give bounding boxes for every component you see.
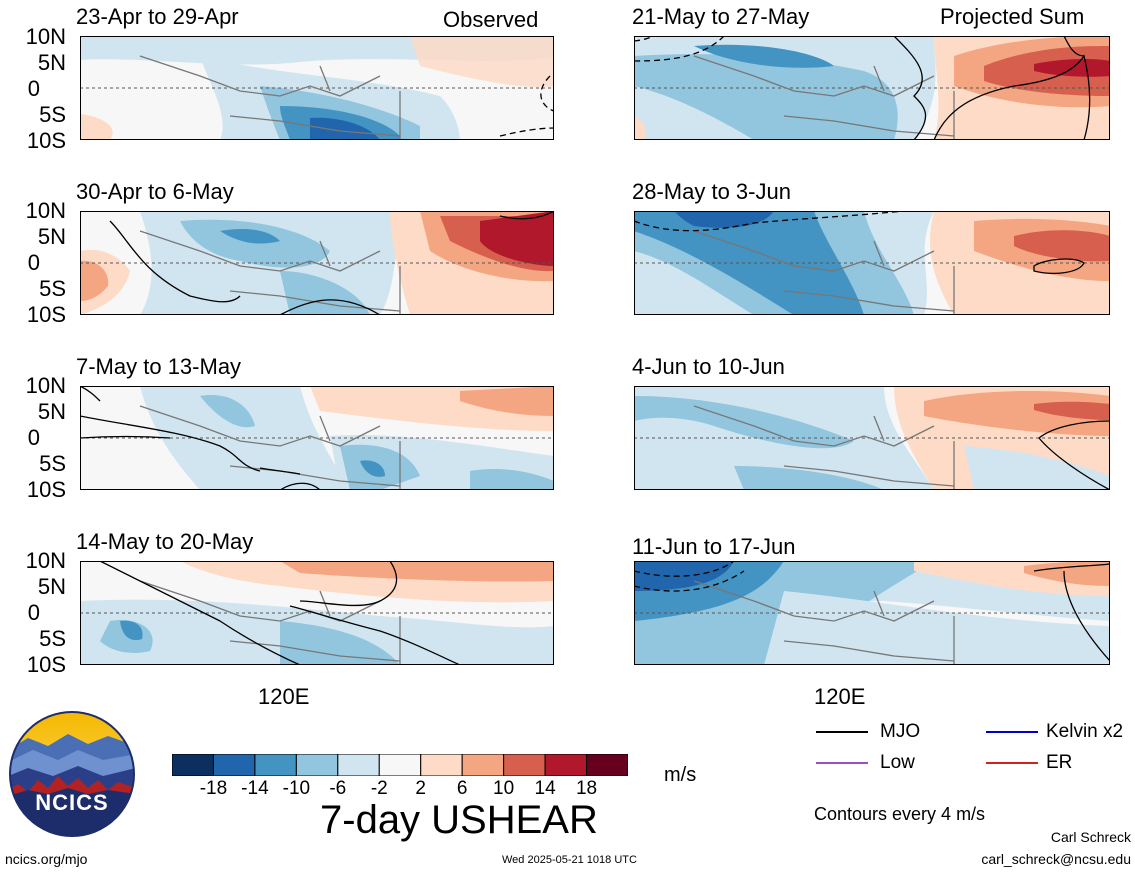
colorbar-swatch: [503, 754, 546, 776]
colorbar-tick: -2: [370, 778, 388, 799]
legend-label: Low: [880, 752, 915, 773]
colorbar-swatch: [254, 754, 297, 776]
map-plot: [80, 211, 554, 315]
y-tick: 5S: [39, 451, 66, 476]
y-tick: 10S: [26, 652, 66, 677]
colorbar-tick: 18: [575, 778, 598, 799]
colorbar-swatch: [586, 754, 628, 776]
panel-title: 7-May to 13-May: [76, 354, 242, 379]
y-tick: 10N: [25, 373, 66, 398]
footer-author: Carl Schreck: [1050, 829, 1131, 845]
legend-line: [986, 731, 1038, 733]
legend-line: [816, 762, 868, 764]
colorbar-tick: 2: [415, 778, 426, 799]
map-plot: [80, 386, 554, 490]
x-tick-left: 120E: [258, 684, 310, 709]
panel-tag: Projected Sum: [940, 4, 1085, 29]
map-plot: [634, 561, 1110, 665]
y-tick: 10S: [26, 302, 66, 327]
logo-text: NCICS: [35, 790, 109, 815]
colorbar-swatch: [420, 754, 463, 776]
legend-line: [816, 731, 868, 733]
panel-title: 28-May to 3-Jun: [632, 179, 791, 204]
y-tick: 10N: [25, 548, 66, 573]
y-tick: 5S: [39, 626, 66, 651]
colorbar-swatch: [544, 754, 588, 776]
x-tick-right: 120E: [814, 684, 866, 709]
y-tick: 10S: [26, 128, 66, 153]
panel-title: 23-Apr to 29-Apr: [76, 4, 239, 29]
y-tick: 0: [27, 250, 40, 275]
footer-timestamp: Wed 2025-05-21 1018 UTC: [502, 854, 637, 866]
panel-tag: Observed: [443, 7, 539, 32]
y-tick: 5N: [37, 224, 66, 249]
logo-icon: [9, 711, 135, 837]
y-tick: 5S: [39, 102, 66, 127]
colorbar-tick: -6: [329, 778, 347, 799]
legend-label: ER: [1046, 752, 1073, 773]
y-tick: 10N: [25, 24, 66, 49]
map-plot: [634, 386, 1110, 490]
map-plot: [634, 211, 1110, 315]
colorbar-swatch: [212, 754, 256, 776]
y-tick: 10N: [25, 198, 66, 223]
panel-title: 14-May to 20-May: [76, 529, 254, 554]
colorbar-swatch: [378, 754, 422, 776]
colorbar-swatch: [461, 754, 505, 776]
panel-title: 11-Jun to 17-Jun: [632, 534, 796, 559]
colorbar-tick: 6: [456, 778, 468, 799]
panel-title: 21-May to 27-May: [632, 4, 810, 29]
y-tick: 0: [27, 76, 40, 101]
map-plot: [80, 36, 554, 140]
colorbar-swatch: [295, 754, 339, 776]
footer-email[interactable]: carl_schreck@ncsu.edu: [981, 851, 1131, 867]
footer-url[interactable]: ncics.org/mjo: [5, 851, 88, 867]
y-tick: 10S: [26, 477, 66, 502]
map-plot: [634, 36, 1110, 140]
colorbar-tick: 14: [534, 778, 556, 799]
colorbar-tick: -14: [241, 778, 269, 799]
contour-note: Contours every 4 m/s: [814, 804, 986, 824]
colorbar-swatch: [337, 754, 380, 776]
legend-label: MJO: [880, 721, 921, 742]
colorbar-tick: 10: [493, 778, 515, 799]
colorbar-swatch: [172, 754, 214, 776]
colorbar-units: m/s: [664, 764, 697, 786]
map-plot: [80, 561, 554, 665]
y-tick: 5N: [37, 399, 66, 424]
y-tick: 0: [27, 425, 40, 450]
main-title: 7-day USHEAR: [320, 798, 598, 842]
colorbar-tick: -18: [199, 778, 228, 799]
y-tick: 5S: [39, 276, 66, 301]
legend-label: Kelvin x2: [1046, 721, 1124, 742]
legend-line: [986, 762, 1038, 764]
y-tick: 0: [27, 600, 40, 625]
panel-title: 4-Jun to 10-Jun: [632, 354, 785, 379]
panel-title: 30-Apr to 6-May: [76, 179, 234, 204]
colorbar-swatches: [172, 754, 628, 776]
y-tick: 5N: [37, 574, 66, 599]
y-tick: 5N: [37, 50, 66, 75]
colorbar-tick: -10: [282, 778, 311, 799]
